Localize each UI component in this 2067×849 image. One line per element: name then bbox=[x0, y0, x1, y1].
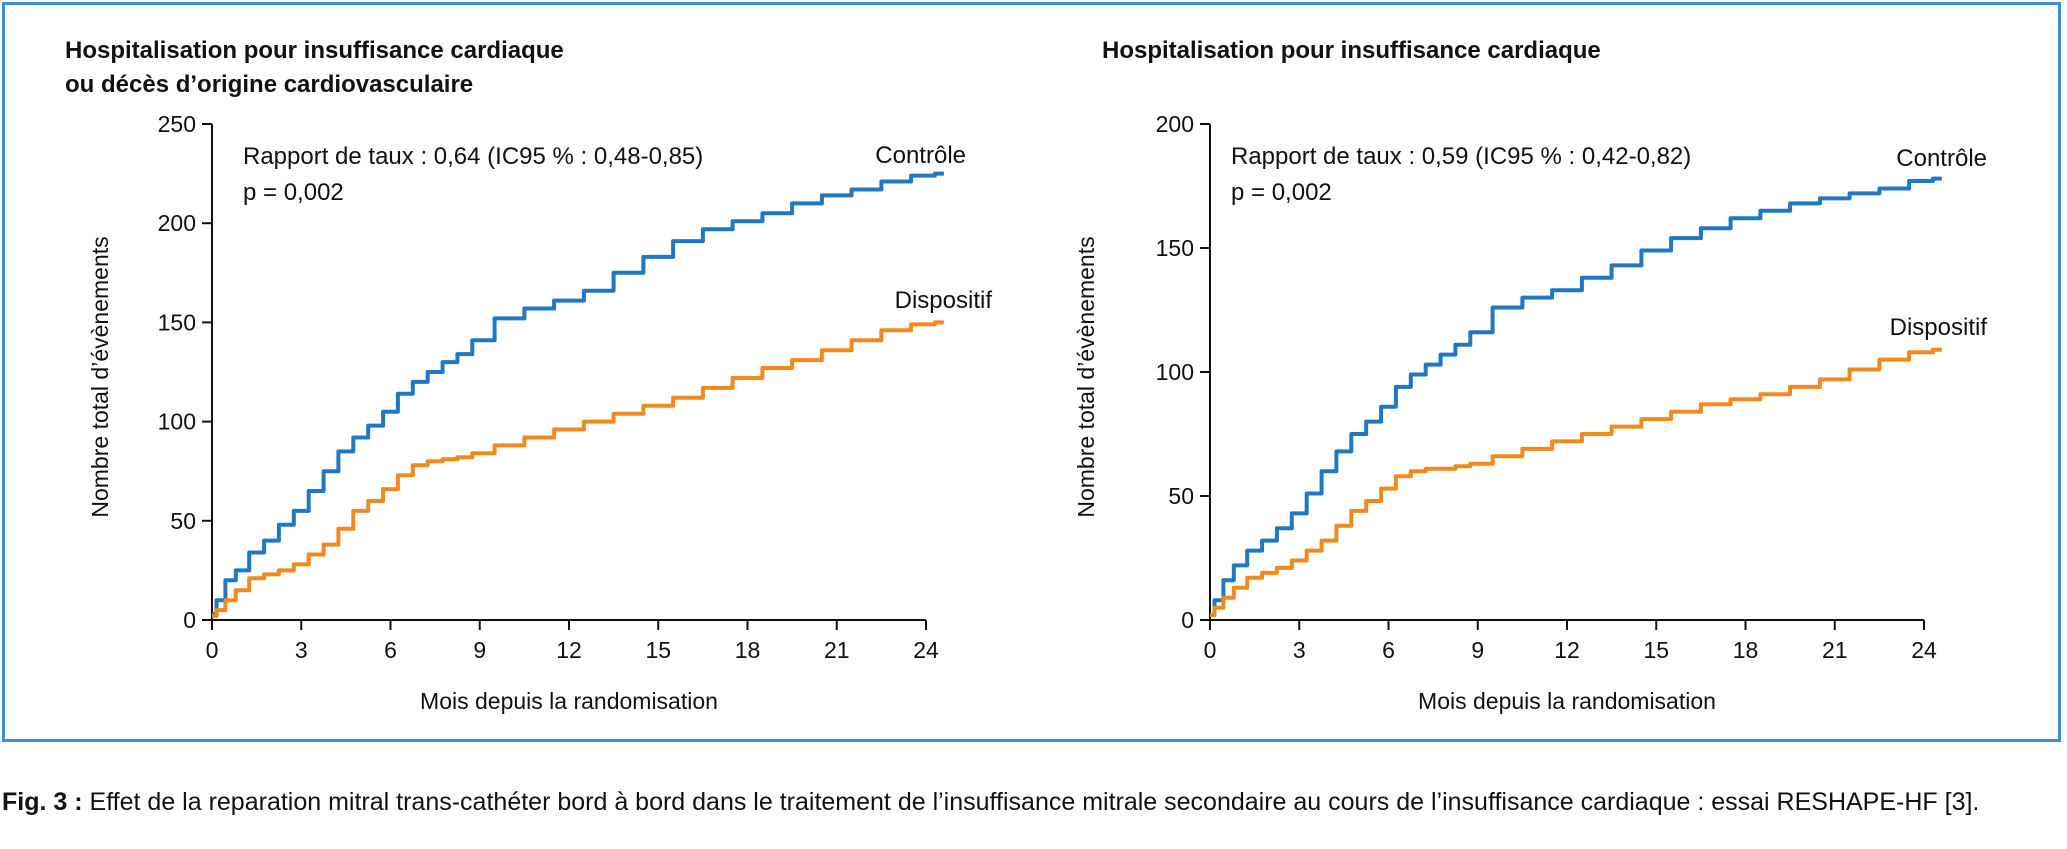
x-tick-label: 6 bbox=[1382, 637, 1395, 663]
y-tick-label: 200 bbox=[1156, 111, 1194, 137]
chart-panel-2: Hospitalisation pour insuffisance cardia… bbox=[1073, 37, 1987, 714]
x-tick-label: 9 bbox=[1471, 637, 1484, 663]
p-value-annotation: p = 0,002 bbox=[243, 179, 344, 206]
series-line-dispositif bbox=[212, 320, 944, 618]
x-tick-label: 15 bbox=[645, 637, 671, 663]
x-tick-label: 21 bbox=[824, 637, 850, 663]
caption-text: Effet de la reparation mitral trans-cath… bbox=[89, 788, 1980, 816]
series-line-controle bbox=[212, 171, 944, 616]
chart-title-line-1: Hospitalisation pour insuffisance cardia… bbox=[65, 37, 564, 64]
x-tick-label: 12 bbox=[1554, 637, 1580, 663]
rate-ratio-annotation: Rapport de taux : 0,64 (IC95 % : 0,48-0,… bbox=[243, 143, 703, 170]
x-axis-label: Mois depuis la randomisation bbox=[1418, 688, 1716, 714]
y-tick-label: 50 bbox=[1168, 483, 1194, 509]
chart-title-line-1: Hospitalisation pour insuffisance cardia… bbox=[1102, 37, 1601, 64]
x-tick-label: 3 bbox=[295, 637, 308, 663]
rate-ratio-annotation: Rapport de taux : 0,59 (IC95 % : 0,42-0,… bbox=[1231, 143, 1691, 170]
x-tick-label: 21 bbox=[1822, 637, 1848, 663]
caption-label: Fig. 3 : bbox=[2, 788, 83, 816]
chart-title-line-2: ou décès d’origine cardiovasculaire bbox=[65, 71, 473, 98]
series-label-dispositif: Dispositif bbox=[1890, 314, 1988, 341]
chart-panel-1: Hospitalisation pour insuffisance cardia… bbox=[65, 37, 992, 714]
y-axis-label: Nombre total d’évènements bbox=[1073, 236, 1099, 517]
x-tick-label: 0 bbox=[1204, 637, 1217, 663]
x-tick-label: 12 bbox=[556, 637, 582, 663]
x-tick-label: 18 bbox=[1733, 637, 1759, 663]
y-tick-label: 150 bbox=[158, 309, 196, 335]
y-tick-label: 0 bbox=[1181, 607, 1194, 633]
y-tick-label: 200 bbox=[158, 210, 196, 236]
x-tick-label: 24 bbox=[1911, 637, 1937, 663]
series-line-controle bbox=[1210, 176, 1942, 617]
x-tick-label: 18 bbox=[735, 637, 761, 663]
series-label-dispositif: Dispositif bbox=[895, 287, 993, 314]
series-label-controle: Contrôle bbox=[875, 142, 966, 169]
x-tick-label: 24 bbox=[913, 637, 939, 663]
x-tick-label: 3 bbox=[1293, 637, 1306, 663]
x-tick-label: 0 bbox=[206, 637, 219, 663]
y-tick-label: 100 bbox=[158, 409, 196, 435]
y-tick-label: 250 bbox=[158, 111, 196, 137]
y-axis-label: Nombre total d’évènements bbox=[87, 236, 113, 517]
figure-caption: Fig. 3 : Effet de la reparation mitral t… bbox=[2, 786, 2062, 819]
figure-frame bbox=[2, 2, 2061, 742]
p-value-annotation: p = 0,002 bbox=[1231, 179, 1332, 206]
x-tick-label: 15 bbox=[1643, 637, 1669, 663]
x-tick-label: 6 bbox=[384, 637, 397, 663]
figure-charts: Hospitalisation pour insuffisance cardia… bbox=[65, 37, 1987, 714]
y-tick-label: 50 bbox=[170, 508, 196, 534]
x-axis-label: Mois depuis la randomisation bbox=[420, 688, 718, 714]
y-tick-label: 100 bbox=[1156, 359, 1194, 385]
series-label-controle: Contrôle bbox=[1896, 145, 1987, 172]
y-tick-label: 150 bbox=[1156, 235, 1194, 261]
x-tick-label: 9 bbox=[473, 637, 486, 663]
y-tick-label: 0 bbox=[183, 607, 196, 633]
series-line-dispositif bbox=[1210, 347, 1942, 617]
